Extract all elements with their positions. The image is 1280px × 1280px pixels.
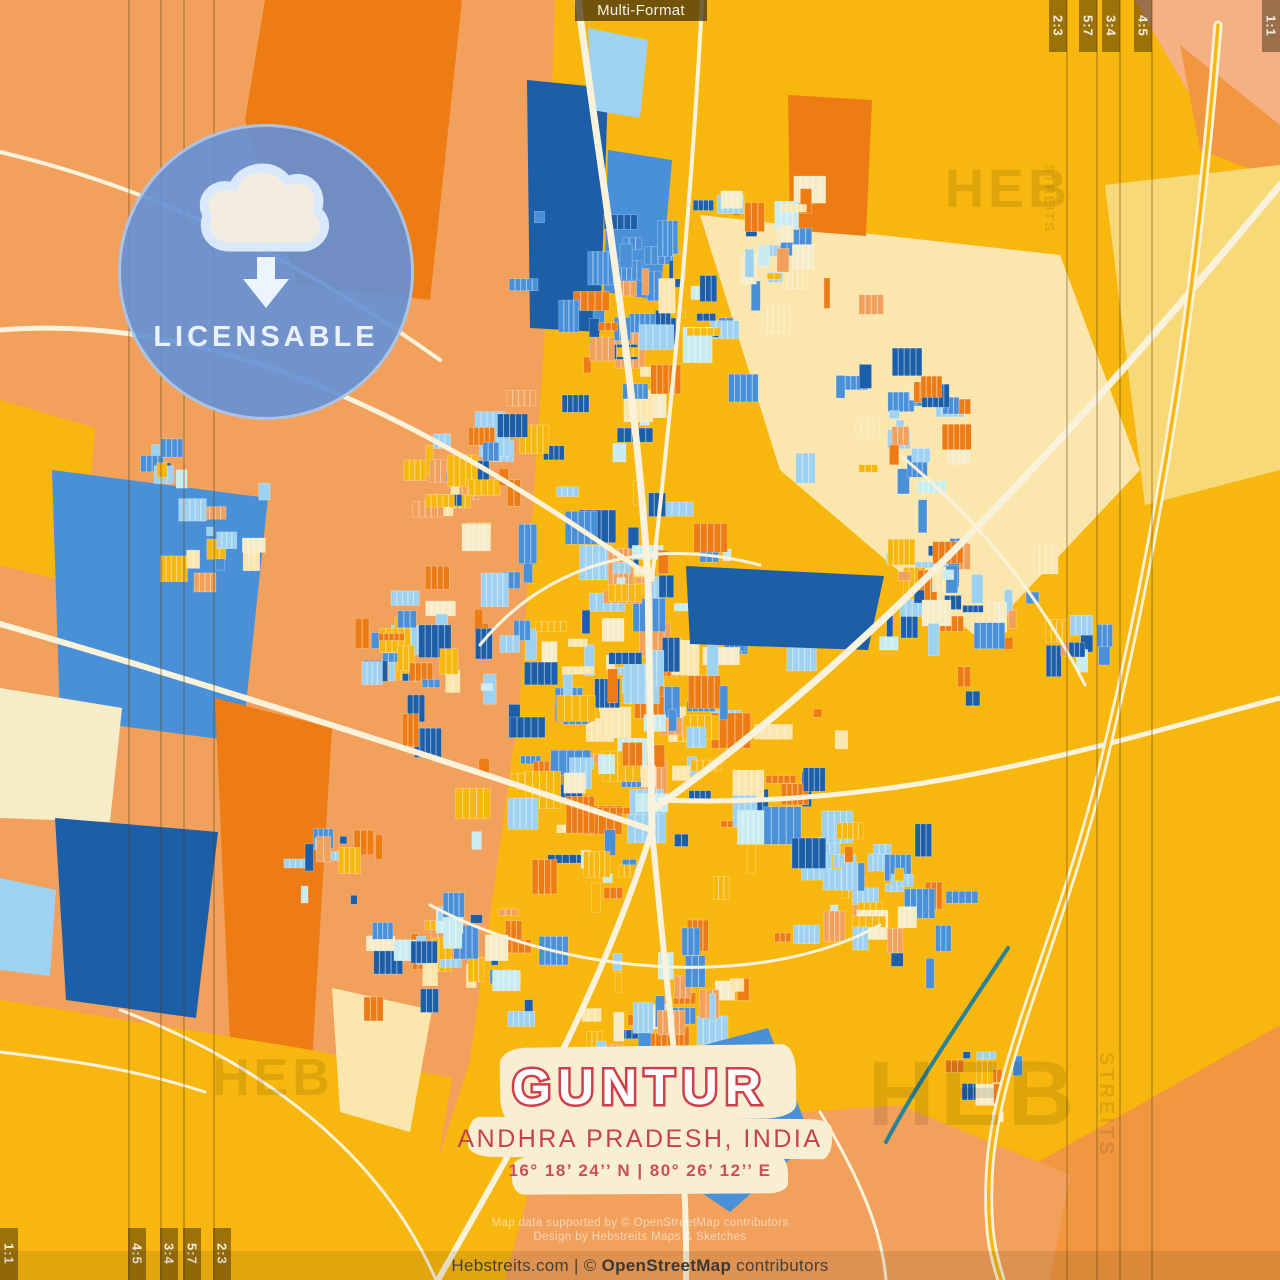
ratio-label-4-5: 4:5	[128, 1228, 146, 1280]
crop-guide-line	[183, 0, 185, 1280]
ratio-label-1-1: 1:1	[0, 1228, 18, 1280]
attribution-line1: Map data supported by © OpenStreetMap co…	[491, 1217, 789, 1229]
crop-guide-line	[128, 0, 130, 1280]
ratio-label-1-1: 1:1	[1262, 0, 1280, 52]
region-subtitle: ANDHRA PRADESH, INDIA	[457, 1125, 823, 1153]
crop-guide-line	[160, 0, 162, 1280]
ratio-label-2-3: 2:3	[1049, 0, 1067, 52]
ratio-label-2-3: 2:3	[213, 1228, 231, 1280]
cloud-download-icon	[199, 163, 330, 308]
coordinates-text: 16° 18’ 24’’ N | 80° 26’ 12’’ E	[508, 1161, 772, 1180]
footer-site: Hebstreits.com	[451, 1256, 569, 1275]
map-attribution: Map data supported by © OpenStreetMap co…	[0, 1216, 1280, 1244]
footer-contributors: contributors	[731, 1256, 829, 1275]
ratio-label-4-5: 4:5	[1134, 0, 1152, 52]
multi-format-tag: Multi-Format	[575, 0, 707, 21]
crop-guide-line	[1119, 0, 1121, 1280]
crop-guide-line	[1066, 0, 1068, 1280]
footer-credits: Hebstreits.com | © OpenStreetMap contrib…	[0, 1251, 1280, 1280]
city-title: GUNTUR	[510, 1057, 768, 1118]
ratio-label-3-4: 3:4	[160, 1228, 178, 1280]
ratio-label-5-7: 5:7	[1079, 0, 1097, 52]
footer-osm-link: OpenStreetMap	[601, 1256, 732, 1275]
licensable-label: LICENSABLE	[153, 321, 379, 353]
attribution-line2: Design by Hebstreits Maps & Sketches	[533, 1231, 747, 1243]
licensable-badge: LICENSABLE	[118, 124, 414, 420]
ratio-label-5-7: 5:7	[183, 1228, 201, 1280]
crop-guide-line	[213, 0, 215, 1280]
ratio-label-3-4: 3:4	[1102, 0, 1120, 52]
crop-guide-line	[1096, 0, 1098, 1280]
crop-guide-line	[1151, 0, 1153, 1280]
footer-separator: | ©	[568, 1256, 602, 1275]
